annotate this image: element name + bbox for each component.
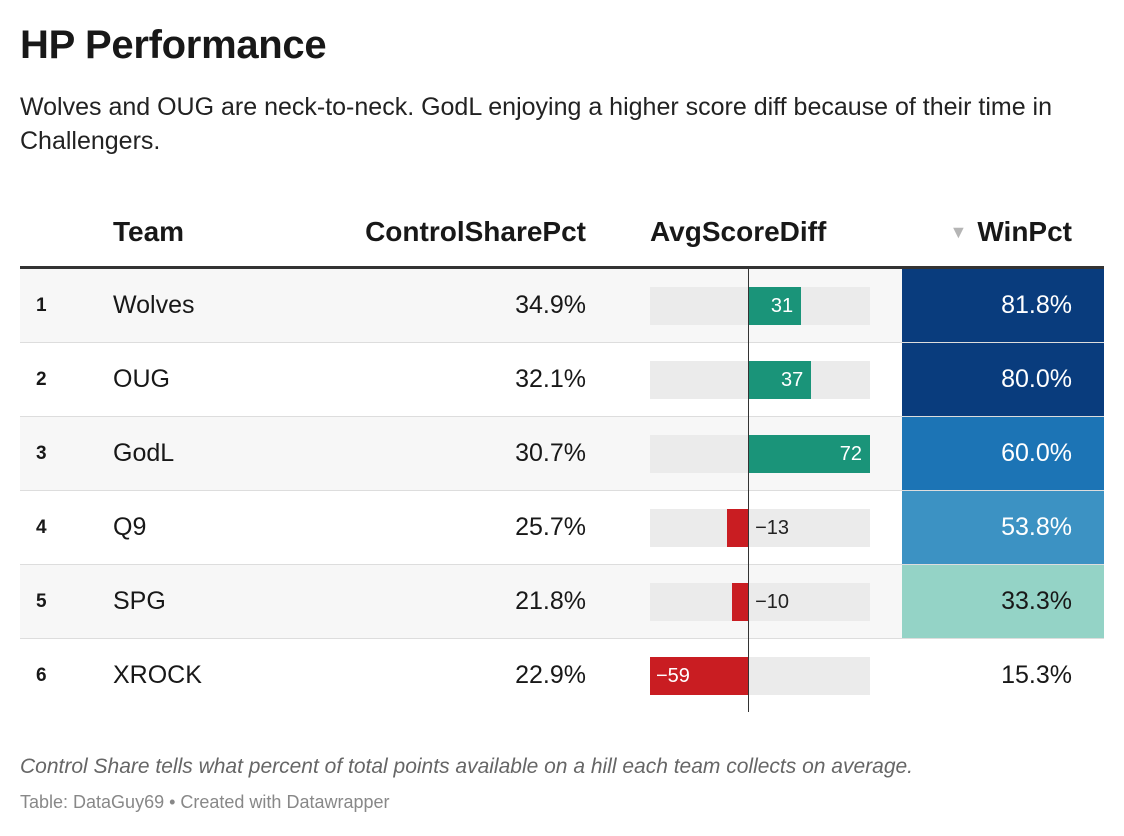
- control-share-cell: 25.7%: [515, 513, 586, 541]
- avg-score-diff-bar: [749, 435, 870, 473]
- chart-source: Table: DataGuy69 • Created with Datawrap…: [20, 792, 390, 812]
- avg-score-diff-label: −10: [755, 591, 790, 613]
- avg-score-diff-label: 37: [780, 369, 804, 391]
- table-row: 3 GodL 30.7% 72 60.0%: [20, 417, 1104, 491]
- win-pct-cell: 53.8%: [902, 491, 1104, 564]
- bar-track: 31: [650, 287, 870, 325]
- win-pct-cell: 80.0%: [902, 343, 1104, 416]
- bar-track: −13: [650, 509, 870, 547]
- table-body: 1 Wolves 34.9% 31 81.8% 2 OUG 32.1% 37 8…: [20, 269, 1104, 712]
- avg-score-diff-cell: −59: [650, 639, 870, 712]
- team-cell: SPG: [113, 587, 166, 615]
- column-header-team[interactable]: Team: [113, 216, 185, 247]
- team-cell: GodL: [113, 439, 175, 467]
- avg-score-diff-label: 31: [770, 295, 794, 317]
- table-row: 6 XROCK 22.9% −59 15.3%: [20, 639, 1104, 712]
- zero-axis-line: [748, 269, 749, 712]
- avg-score-diff-cell: −10: [650, 565, 870, 638]
- team-cell: OUG: [113, 365, 170, 393]
- rank-cell: 6: [36, 664, 47, 686]
- column-header-winpct-label: WinPct: [977, 216, 1072, 247]
- team-cell: Q9: [113, 513, 147, 541]
- bar-track: 37: [650, 361, 870, 399]
- avg-score-diff-cell: −13: [650, 491, 870, 564]
- avg-score-diff-bar: [749, 361, 812, 399]
- table-row: 4 Q9 25.7% −13 53.8%: [20, 491, 1104, 565]
- team-cell: Wolves: [113, 291, 195, 319]
- control-share-cell: 34.9%: [515, 291, 586, 319]
- table-row: 5 SPG 21.8% −10 33.3%: [20, 565, 1104, 639]
- avg-score-diff-label: −59: [656, 665, 690, 687]
- chart-subtitle: Wolves and OUG are neck-to-neck. GodL en…: [20, 93, 1053, 155]
- column-header-winpct[interactable]: ▼ WinPct: [950, 212, 1072, 252]
- bar-track: −10: [650, 583, 870, 621]
- win-pct-cell: 15.3%: [1001, 661, 1072, 689]
- avg-score-diff-cell: 37: [650, 343, 870, 416]
- table-header: Team ControlSharePct AvgScoreDiff ▼ WinP…: [20, 198, 1104, 269]
- rank-cell: 4: [36, 516, 47, 538]
- bar-track: 72: [650, 435, 870, 473]
- win-pct-cell: 60.0%: [902, 417, 1104, 490]
- avg-score-diff-label: 72: [839, 443, 862, 465]
- chart-title: HP Performance: [20, 23, 327, 67]
- avg-score-diff-cell: 72: [650, 417, 870, 490]
- control-share-cell: 32.1%: [515, 365, 586, 393]
- chart-notes: Control Share tells what percent of tota…: [20, 755, 914, 778]
- control-share-cell: 21.8%: [515, 587, 586, 615]
- avg-score-diff-cell: 31: [650, 269, 870, 342]
- table-row: 1 Wolves 34.9% 31 81.8%: [20, 269, 1104, 343]
- rank-cell: 3: [36, 442, 47, 464]
- avg-score-diff-bar: [650, 657, 750, 695]
- avg-score-diff-bar: [732, 583, 750, 621]
- rank-cell: 2: [36, 368, 47, 390]
- rank-cell: 1: [36, 294, 47, 316]
- win-pct-cell: 33.3%: [902, 565, 1104, 638]
- column-header-avgscorediff[interactable]: AvgScoreDiff: [650, 216, 827, 247]
- win-pct-cell: 81.8%: [902, 269, 1104, 342]
- bar-track: −59: [650, 657, 870, 695]
- sort-descending-icon: ▼: [949, 222, 968, 242]
- avg-score-diff-label: −13: [755, 517, 790, 539]
- table-row: 2 OUG 32.1% 37 80.0%: [20, 343, 1104, 417]
- rank-cell: 5: [36, 590, 47, 612]
- team-cell: XROCK: [113, 661, 202, 689]
- avg-score-diff-bar: [749, 287, 802, 325]
- control-share-cell: 30.7%: [515, 439, 586, 467]
- avg-score-diff-bar: [727, 509, 750, 547]
- column-header-controlsharepct[interactable]: ControlSharePct: [365, 216, 586, 247]
- control-share-cell: 22.9%: [515, 661, 586, 689]
